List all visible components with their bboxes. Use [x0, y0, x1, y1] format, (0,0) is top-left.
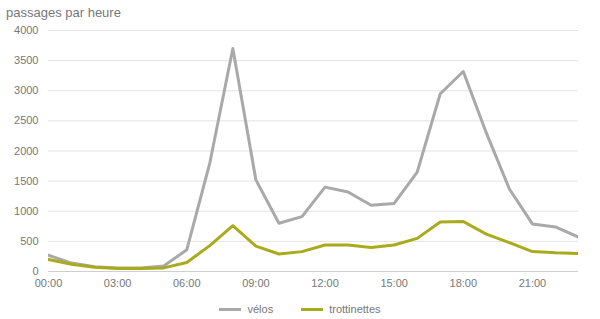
svg-text:21:00: 21:00 [519, 277, 547, 289]
svg-text:2500: 2500 [14, 114, 38, 126]
svg-text:3500: 3500 [14, 54, 38, 66]
svg-text:12:00: 12:00 [311, 277, 339, 289]
svg-text:2000: 2000 [14, 145, 38, 157]
svg-text:09:00: 09:00 [242, 277, 270, 289]
svg-text:4000: 4000 [14, 24, 38, 36]
svg-text:500: 500 [20, 235, 38, 247]
svg-text:1500: 1500 [14, 175, 38, 187]
svg-text:03:00: 03:00 [104, 277, 132, 289]
svg-text:0: 0 [32, 265, 38, 277]
svg-text:00:00: 00:00 [35, 277, 63, 289]
html-text:trottinettes: trottinettes [329, 303, 381, 315]
svg-text:15:00: 15:00 [380, 277, 408, 289]
svg-text:1000: 1000 [14, 205, 38, 217]
html-text:passages par heure: passages par heure [6, 5, 121, 20]
svg-text:3000: 3000 [14, 84, 38, 96]
html-text:vélos: vélos [247, 303, 274, 315]
svg-text:18:00: 18:00 [450, 277, 478, 289]
svg-text:06:00: 06:00 [173, 277, 201, 289]
